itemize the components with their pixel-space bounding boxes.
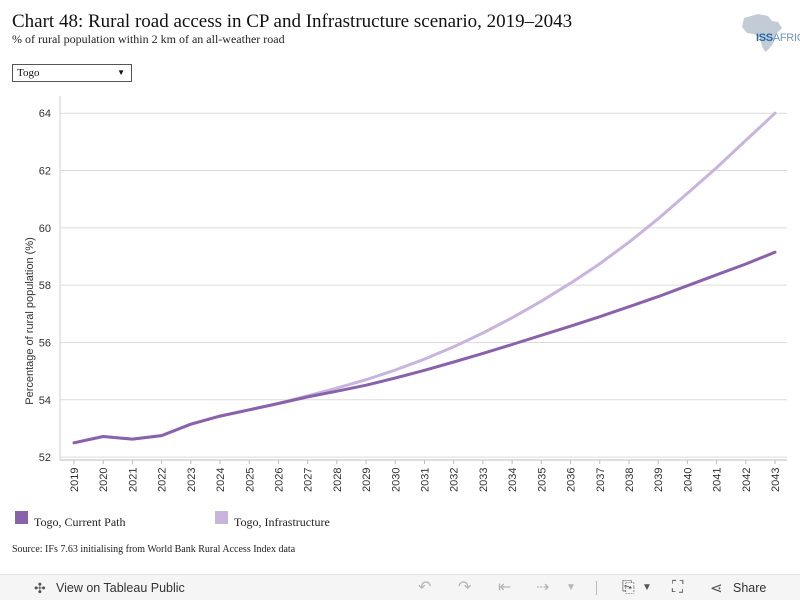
x-tick-label: 2041 <box>712 468 724 492</box>
x-tick-label: 2034 <box>507 468 519 492</box>
y-tick-label: 56 <box>39 337 51 349</box>
tableau-icon: ✣ <box>34 580 46 596</box>
y-axis-ticks: 52 54 56 58 60 62 64 <box>39 108 51 464</box>
logo-text-main: ISS <box>756 32 773 44</box>
share-icon: ⋖ <box>710 580 723 597</box>
y-tick-label: 64 <box>39 108 51 120</box>
revert-icon[interactable]: ⇤ <box>498 579 512 596</box>
share-label: Share <box>733 581 767 595</box>
y-tick-label: 58 <box>39 280 51 292</box>
x-tick-label: 2023 <box>186 468 198 492</box>
source-note: Source: IFs 7.63 initialising from World… <box>12 544 296 555</box>
x-tick-label: 2026 <box>273 468 285 492</box>
logo-text: ISSAFRICA <box>756 32 800 44</box>
fullscreen-icon[interactable]: ⛶ <box>672 579 684 596</box>
x-axis-ticks: 2019 2020 2021 2022 2023 2024 2025 2026 2027 2028… <box>69 460 782 492</box>
view-on-tableau-label: View on Tableau Public <box>56 581 185 595</box>
x-tick-label: 2027 <box>303 468 315 492</box>
series-lines <box>72 111 777 445</box>
x-tick-label: 2036 <box>566 468 578 492</box>
logo-text-suffix: AFRICA <box>772 32 800 44</box>
tableau-toolbar: ✣ View on Tableau Public ↶ ↷ ⇤ ⇢ ▼ ⎘ ▼ ⛶… <box>0 574 800 600</box>
x-tick-label: 2038 <box>624 468 636 492</box>
legend-label-infrastructure: Togo, Infrastructure <box>234 515 330 529</box>
x-tick-label: 2022 <box>157 468 169 492</box>
x-tick-label: 2033 <box>478 468 490 492</box>
legend-swatch-current-path <box>15 511 28 524</box>
x-tick-label: 2024 <box>215 468 227 492</box>
x-tick-label: 2039 <box>653 468 665 492</box>
country-dropdown-value: Togo <box>17 67 40 79</box>
toolbar-divider <box>596 581 597 595</box>
country-dropdown[interactable]: Togo ▼ <box>12 64 132 82</box>
x-tick-label: 2037 <box>595 468 607 492</box>
x-tick-label: 2028 <box>332 468 344 492</box>
x-tick-label: 2025 <box>244 468 256 492</box>
series-line-0[interactable] <box>72 250 777 445</box>
series-line-1[interactable] <box>72 111 777 445</box>
x-tick-label: 2042 <box>741 468 753 492</box>
y-tick-label: 60 <box>39 223 51 235</box>
undo-icon[interactable]: ↶ <box>418 579 432 596</box>
redo-icon[interactable]: ↷ <box>458 579 472 596</box>
chart-grid <box>59 96 787 461</box>
x-tick-label: 2040 <box>682 468 694 492</box>
x-tick-label: 2035 <box>536 468 548 492</box>
y-tick-label: 54 <box>39 395 51 407</box>
chart-subtitle: % of rural population within 2 km of an … <box>12 32 285 46</box>
x-tick-label: 2029 <box>361 468 373 492</box>
legend-label-current-path: Togo, Current Path <box>34 515 126 529</box>
africa-logo-icon <box>742 14 782 52</box>
download-icon[interactable]: ⎘ <box>622 579 635 596</box>
dropdown-arrow-icon: ▼ <box>117 68 125 77</box>
chart-title: Chart 48: Rural road access in CP and In… <box>12 11 573 32</box>
y-axis-label: Percentage of rural population (%) <box>24 237 36 405</box>
x-tick-label: 2030 <box>390 468 402 492</box>
x-tick-label: 2032 <box>449 468 461 492</box>
download-dropdown-icon[interactable]: ▼ <box>642 582 652 593</box>
x-tick-label: 2020 <box>98 468 110 492</box>
x-tick-label: 2019 <box>69 468 81 492</box>
refresh-dropdown-icon[interactable]: ▼ <box>566 582 576 593</box>
refresh-icon[interactable]: ⇢ <box>536 579 550 596</box>
legend-swatch-infrastructure <box>215 511 228 524</box>
y-tick-label: 52 <box>39 452 51 464</box>
x-tick-label: 2021 <box>127 468 139 492</box>
x-tick-label: 2043 <box>770 468 782 492</box>
y-tick-label: 62 <box>39 166 51 178</box>
x-tick-label: 2031 <box>420 468 432 492</box>
